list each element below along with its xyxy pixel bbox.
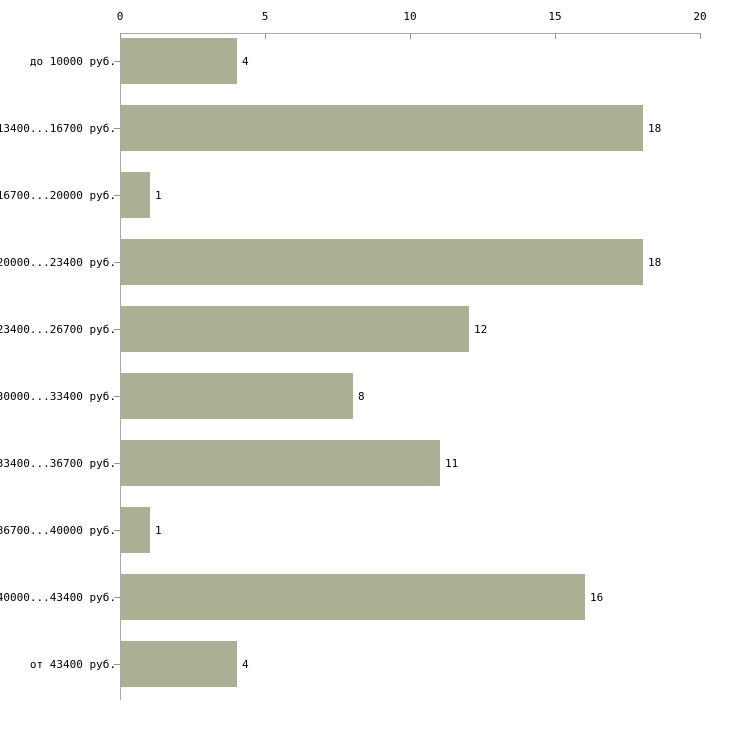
bar[interactable] bbox=[121, 641, 237, 687]
category-label: 33400...36700 руб. bbox=[0, 457, 116, 470]
y-axis-line bbox=[120, 33, 121, 700]
x-axis-tick bbox=[555, 33, 556, 39]
category-label: 40000...43400 руб. bbox=[0, 591, 116, 604]
x-axis-tick-label: 0 bbox=[116, 10, 124, 23]
x-axis-tick-label: 10 bbox=[403, 10, 417, 23]
category-label: 23400...26700 руб. bbox=[0, 323, 116, 336]
y-axis-tick bbox=[114, 128, 120, 129]
y-axis-tick bbox=[114, 329, 120, 330]
bar-value-label: 18 bbox=[648, 122, 662, 135]
bar-value-label: 1 bbox=[155, 189, 162, 202]
y-axis-tick bbox=[114, 597, 120, 598]
x-axis-tick bbox=[120, 33, 121, 39]
bar[interactable] bbox=[121, 574, 585, 620]
bar-value-label: 12 bbox=[474, 323, 488, 336]
x-axis-tick-label: 20 bbox=[693, 10, 707, 23]
bar[interactable] bbox=[121, 440, 440, 486]
bar-value-label: 16 bbox=[590, 591, 604, 604]
bar-value-label: 18 bbox=[648, 256, 662, 269]
bar[interactable] bbox=[121, 172, 150, 218]
bar[interactable] bbox=[121, 239, 643, 285]
bar-value-label: 4 bbox=[242, 658, 249, 671]
category-label: до 10000 руб. bbox=[29, 55, 116, 68]
y-axis-tick bbox=[114, 396, 120, 397]
category-label: от 43400 руб. bbox=[29, 658, 116, 671]
bar[interactable] bbox=[121, 38, 237, 84]
y-axis-tick bbox=[114, 463, 120, 464]
y-axis-tick bbox=[114, 262, 120, 263]
x-axis-tick-label: 15 bbox=[548, 10, 562, 23]
y-axis-tick bbox=[114, 61, 120, 62]
bar-value-label: 1 bbox=[155, 524, 162, 537]
category-label: 20000...23400 руб. bbox=[0, 256, 116, 269]
category-label: 13400...16700 руб. bbox=[0, 122, 116, 135]
category-label: 36700...40000 руб. bbox=[0, 524, 116, 537]
bar[interactable] bbox=[121, 306, 469, 352]
bar[interactable] bbox=[121, 373, 353, 419]
bar-value-label: 4 bbox=[242, 55, 249, 68]
bar-value-label: 11 bbox=[445, 457, 459, 470]
x-axis-tick bbox=[410, 33, 411, 39]
bar-value-label: 8 bbox=[358, 390, 365, 403]
category-label: 30000...33400 руб. bbox=[0, 390, 116, 403]
bar[interactable] bbox=[121, 105, 643, 151]
x-axis-tick bbox=[265, 33, 266, 39]
y-axis-tick bbox=[114, 195, 120, 196]
y-axis-tick bbox=[114, 664, 120, 665]
x-axis-tick-label: 5 bbox=[261, 10, 269, 23]
bar[interactable] bbox=[121, 507, 150, 553]
y-axis-tick bbox=[114, 530, 120, 531]
x-axis-tick bbox=[700, 33, 701, 39]
category-label: 16700...20000 руб. bbox=[0, 189, 116, 202]
